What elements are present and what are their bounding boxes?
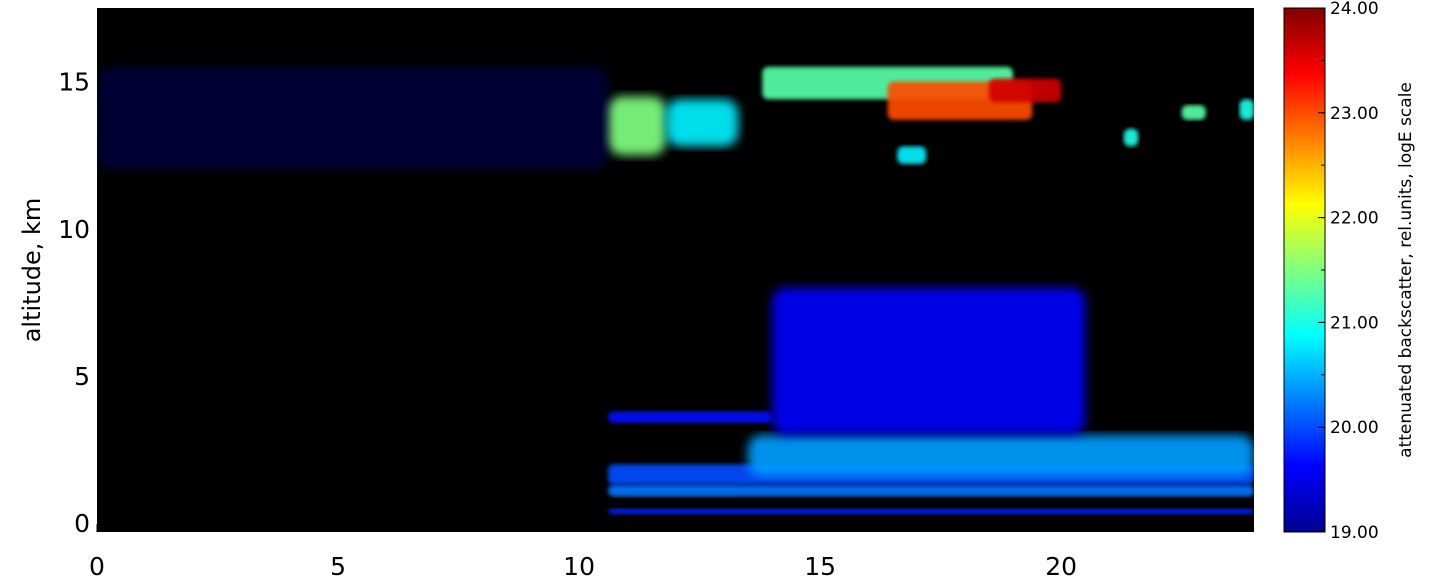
y-tick-label: 5 xyxy=(74,362,90,391)
colorbar-tick-label: 23.00 xyxy=(1330,104,1379,124)
backscatter-region xyxy=(608,411,772,424)
colorbar-tick-label: 22.00 xyxy=(1330,209,1379,229)
colorbar-tick-label: 20.00 xyxy=(1330,418,1379,438)
x-tick-label: 5 xyxy=(330,552,346,581)
y-axis-label: altitude, km xyxy=(18,198,46,343)
backscatter-region xyxy=(1239,99,1254,120)
colorbar-tick-label: 21.00 xyxy=(1330,313,1379,333)
backscatter-region xyxy=(608,508,1254,515)
backscatter-region xyxy=(747,434,1254,477)
y-axis: 0 5 10 15 xyxy=(58,68,105,538)
colorbar xyxy=(1283,7,1326,533)
backscatter-region xyxy=(1181,105,1206,120)
x-tick-label: 20 xyxy=(1045,552,1077,581)
backscatter-region xyxy=(897,146,927,165)
backscatter-field xyxy=(97,66,1254,515)
backscatter-region xyxy=(608,484,1254,497)
backscatter-region xyxy=(988,78,1062,103)
colorbar-ticks: 19.00 20.00 21.00 22.00 23.00 24.00 xyxy=(1318,0,1379,543)
x-tick-label: 10 xyxy=(563,552,595,581)
backscatter-region xyxy=(771,287,1086,435)
backscatter-region xyxy=(608,96,666,156)
x-axis: 0 5 10 15 20 xyxy=(89,524,1077,581)
y-tick-label: 10 xyxy=(58,215,90,244)
backscatter-region xyxy=(1123,128,1139,147)
x-tick-label: 15 xyxy=(804,552,836,581)
colorbar-tick-label: 24.00 xyxy=(1330,0,1379,19)
y-tick-label: 0 xyxy=(74,509,90,538)
backscatter-region xyxy=(97,66,609,170)
x-tick-label: 0 xyxy=(89,552,105,581)
y-tick-label: 15 xyxy=(58,68,90,97)
backscatter-region xyxy=(665,99,739,147)
colorbar-tick-label: 19.00 xyxy=(1330,523,1379,543)
colorbar-label: attenuated backscatter, rel.units, logE … xyxy=(1396,82,1416,458)
